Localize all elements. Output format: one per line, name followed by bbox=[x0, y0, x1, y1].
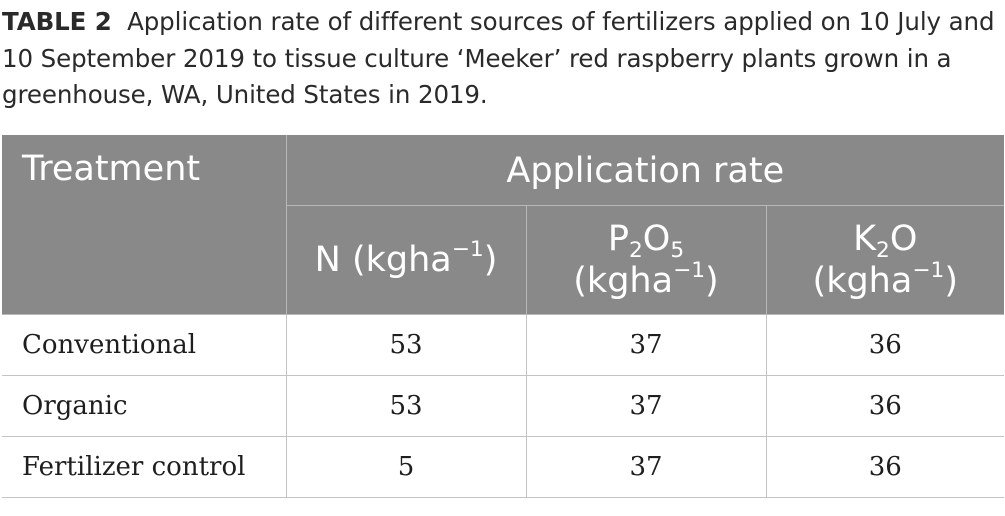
header-k2o-unit: (kgha bbox=[812, 261, 913, 301]
fertilizer-rate-table: Treatment Application rate N (kgha−1) P2… bbox=[2, 135, 1005, 498]
header-k2o-sub-2: 2 bbox=[876, 237, 890, 263]
treatment-cell: Conventional bbox=[2, 314, 287, 376]
header-k2o-formula: K2O bbox=[767, 218, 1005, 263]
p2o5-rate-cell: 37 bbox=[525, 375, 767, 437]
header-p2o5-element-p: P bbox=[607, 219, 629, 259]
header-n-unit-exp: −1 bbox=[451, 236, 484, 262]
k2o-rate-cell: 36 bbox=[765, 436, 1005, 498]
header-treatment: Treatment bbox=[2, 135, 287, 315]
header-p2o5: P2O5 (kgha−1) bbox=[525, 205, 767, 315]
header-p2o5-unit-line: (kgha−1) bbox=[527, 257, 766, 302]
p2o5-rate-cell: 37 bbox=[525, 436, 767, 498]
header-p2o5-unit-exp: −1 bbox=[673, 257, 706, 283]
table-row: Fertilizer control 5 37 36 bbox=[2, 436, 1005, 498]
header-n-unit-close: ) bbox=[483, 240, 498, 280]
header-p2o5-sub-2: 2 bbox=[628, 237, 643, 263]
header-p2o5-sub-5: 5 bbox=[670, 237, 685, 263]
header-k2o-element-k: K bbox=[853, 219, 877, 259]
table-title: Application rate of different sources of… bbox=[2, 7, 995, 109]
table-caption: TABLE 2 Application rate of different so… bbox=[2, 4, 997, 114]
header-n: N (kgha−1) bbox=[285, 205, 527, 315]
n-rate-cell: 5 bbox=[285, 436, 527, 498]
n-rate-cell: 53 bbox=[285, 375, 527, 437]
header-k2o: K2O (kgha−1) bbox=[765, 205, 1005, 315]
k2o-rate-cell: 36 bbox=[765, 375, 1005, 437]
n-rate-cell: 53 bbox=[285, 314, 527, 376]
header-k2o-element-o: O bbox=[889, 219, 918, 259]
header-row-1: Treatment Application rate bbox=[2, 135, 1005, 315]
treatment-cell: Fertilizer control bbox=[2, 436, 287, 498]
header-application-rate: Application rate bbox=[285, 135, 1005, 206]
p2o5-rate-cell: 37 bbox=[525, 314, 767, 376]
header-k2o-unit-exp: −1 bbox=[912, 257, 945, 283]
header-p2o5-element-o: O bbox=[642, 219, 671, 259]
header-p2o5-unit-close: ) bbox=[705, 261, 719, 301]
header-p2o5-formula: P2O5 bbox=[527, 218, 766, 263]
header-k2o-unit-close: ) bbox=[944, 261, 958, 301]
header-k2o-unit-line: (kgha−1) bbox=[767, 257, 1005, 302]
table-label: TABLE 2 bbox=[2, 7, 112, 36]
table-row: Conventional 53 37 36 bbox=[2, 314, 1005, 376]
header-n-line: N (kgha−1) bbox=[287, 236, 526, 281]
header-row-2: N (kgha−1) P2O5 (kgha−1) K2O (kgha−1) bbox=[2, 205, 1005, 315]
treatment-cell: Organic bbox=[2, 375, 287, 437]
header-n-name: N bbox=[314, 240, 341, 280]
header-p2o5-unit: (kgha bbox=[573, 261, 674, 301]
header-n-unit: (kgha bbox=[351, 240, 452, 280]
k2o-rate-cell: 36 bbox=[765, 314, 1005, 376]
table-row: Organic 53 37 36 bbox=[2, 375, 1005, 437]
